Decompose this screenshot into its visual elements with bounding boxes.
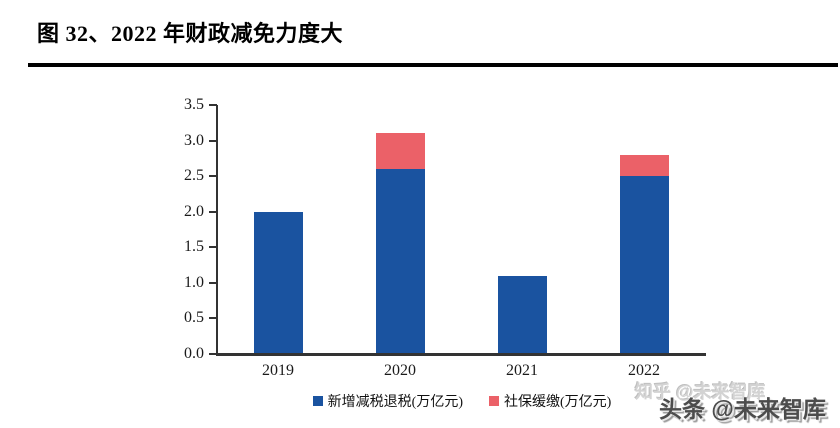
y-axis-tick-label: 3.0 <box>184 131 204 149</box>
y-axis-tick <box>209 139 217 142</box>
y-axis-tick <box>209 175 217 178</box>
y-axis-tick <box>209 281 217 284</box>
legend-item: 新增减税退税(万亿元) <box>312 391 463 411</box>
y-axis-tick-label: 3.5 <box>184 96 204 113</box>
legend-label: 社保缓缴(万亿元) <box>504 395 612 410</box>
watermark-toutiao: 头条 @未来智库 <box>659 396 826 422</box>
y-axis-tick <box>209 210 217 213</box>
bar-segment-2020 <box>375 133 425 170</box>
watermark-zhihu: 知乎 @未来智库 <box>635 382 766 402</box>
y-axis-tick <box>209 317 217 320</box>
title-rule-divider <box>28 63 838 67</box>
x-axis-label: 2021 <box>506 362 538 379</box>
chart-legend: 新增减税退税(万亿元) 社保缓缴(万亿元) <box>217 391 707 411</box>
y-axis-tick <box>209 353 217 355</box>
x-axis-label: 2019 <box>262 362 294 379</box>
bar-segment-2021 <box>497 275 547 354</box>
x-axis-label: 2020 <box>384 362 416 379</box>
legend-swatch-icon <box>312 396 323 406</box>
y-axis-tick-label: 0.0 <box>184 345 204 362</box>
legend-label: 新增减税退税(万亿元) <box>327 395 463 410</box>
bar-segment-2022 <box>619 176 669 354</box>
figure-title: 图 32、2022 年财政减免力度大 <box>37 21 344 46</box>
y-axis-line <box>216 105 218 356</box>
bar-segment-2020 <box>375 169 425 354</box>
y-axis-tick-label: 1.0 <box>184 273 204 291</box>
y-axis-tick-label: 0.5 <box>184 309 204 327</box>
bar-segment-2022 <box>619 154 669 177</box>
y-axis-tick <box>209 246 217 249</box>
y-axis-tick-label: 2.5 <box>184 167 204 185</box>
bar-segment-2019 <box>253 211 303 354</box>
y-axis-tick-label: 1.5 <box>184 238 204 256</box>
legend-swatch-icon <box>489 396 499 406</box>
x-axis-baseline <box>216 353 706 356</box>
x-axis-label: 2022 <box>628 362 660 379</box>
y-axis-tick <box>209 104 217 106</box>
legend-item: 社保缓缴(万亿元) <box>489 391 611 411</box>
y-axis-tick-label: 2.0 <box>184 202 204 220</box>
